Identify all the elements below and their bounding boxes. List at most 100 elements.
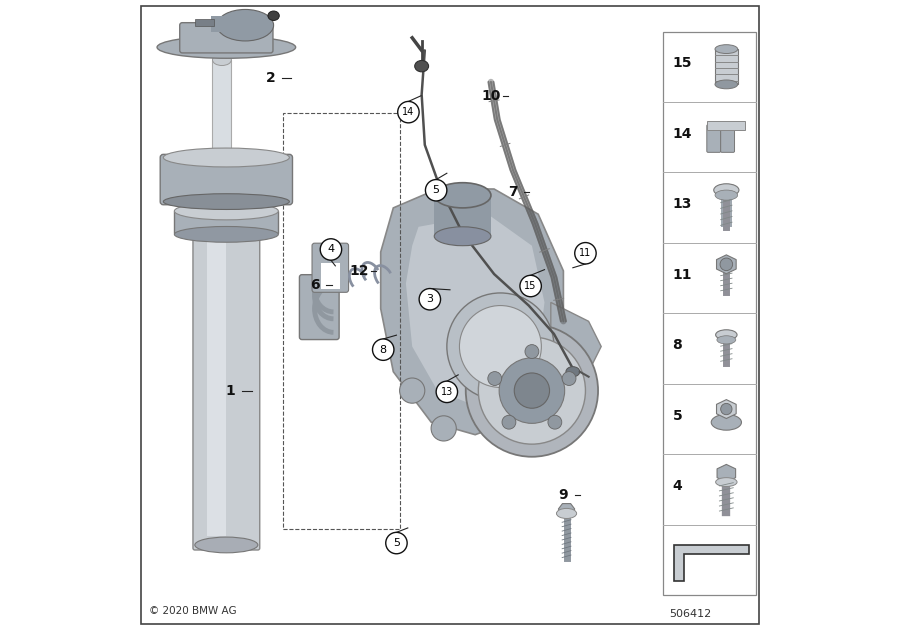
Text: 14: 14 bbox=[672, 127, 692, 140]
Text: 13: 13 bbox=[672, 197, 692, 211]
Circle shape bbox=[514, 373, 550, 408]
Text: 8: 8 bbox=[672, 338, 682, 352]
Ellipse shape bbox=[217, 9, 274, 41]
Bar bbox=[321, 263, 340, 289]
Circle shape bbox=[398, 101, 419, 123]
Text: 11: 11 bbox=[672, 268, 692, 282]
Ellipse shape bbox=[212, 54, 231, 66]
Bar bbox=[707, 121, 745, 130]
Ellipse shape bbox=[400, 378, 425, 403]
Ellipse shape bbox=[566, 367, 580, 377]
Circle shape bbox=[520, 275, 542, 297]
Polygon shape bbox=[406, 214, 544, 403]
Circle shape bbox=[525, 345, 539, 358]
Text: 14: 14 bbox=[402, 107, 415, 117]
Text: 4: 4 bbox=[672, 479, 682, 493]
Bar bbox=[283, 113, 400, 529]
Circle shape bbox=[460, 306, 542, 387]
Circle shape bbox=[548, 415, 562, 429]
Polygon shape bbox=[381, 189, 563, 435]
Text: 506412: 506412 bbox=[670, 609, 712, 619]
Circle shape bbox=[562, 372, 576, 386]
Text: 12: 12 bbox=[349, 264, 369, 278]
Polygon shape bbox=[674, 544, 749, 581]
Polygon shape bbox=[551, 302, 601, 372]
Bar bbox=[721, 339, 732, 362]
Text: 11: 11 bbox=[580, 248, 591, 258]
Circle shape bbox=[436, 381, 457, 403]
Text: 2: 2 bbox=[266, 71, 275, 85]
Circle shape bbox=[426, 180, 446, 201]
Circle shape bbox=[479, 337, 585, 444]
Circle shape bbox=[320, 239, 342, 260]
Text: 15: 15 bbox=[672, 56, 692, 70]
Text: 8: 8 bbox=[380, 345, 387, 355]
Polygon shape bbox=[558, 503, 575, 515]
Text: 1: 1 bbox=[226, 384, 236, 398]
Ellipse shape bbox=[714, 184, 739, 197]
Text: 7: 7 bbox=[508, 185, 518, 199]
FancyBboxPatch shape bbox=[721, 125, 734, 152]
Circle shape bbox=[575, 243, 596, 264]
FancyBboxPatch shape bbox=[193, 219, 260, 550]
Ellipse shape bbox=[715, 190, 738, 200]
Text: 3: 3 bbox=[427, 294, 433, 304]
Bar bbox=[211, 16, 252, 32]
Circle shape bbox=[488, 372, 501, 386]
Circle shape bbox=[466, 324, 598, 457]
Text: 5: 5 bbox=[433, 185, 439, 195]
Text: 5: 5 bbox=[672, 409, 682, 423]
FancyBboxPatch shape bbox=[180, 23, 273, 53]
Circle shape bbox=[373, 339, 394, 360]
Ellipse shape bbox=[715, 80, 738, 89]
Bar bbox=[663, 32, 756, 595]
Circle shape bbox=[447, 293, 554, 400]
Ellipse shape bbox=[431, 416, 456, 441]
Bar bbox=[434, 195, 491, 236]
FancyBboxPatch shape bbox=[300, 275, 339, 340]
Bar bbox=[175, 211, 278, 233]
Text: 4: 4 bbox=[328, 244, 335, 255]
Ellipse shape bbox=[195, 537, 258, 553]
Circle shape bbox=[720, 258, 733, 271]
Ellipse shape bbox=[434, 227, 491, 246]
Ellipse shape bbox=[716, 329, 737, 340]
Text: 5: 5 bbox=[393, 538, 400, 548]
Polygon shape bbox=[717, 464, 735, 482]
Text: 6: 6 bbox=[310, 278, 320, 292]
Circle shape bbox=[721, 403, 732, 415]
Ellipse shape bbox=[164, 194, 290, 209]
FancyBboxPatch shape bbox=[160, 154, 292, 205]
Text: 10: 10 bbox=[482, 89, 501, 103]
Polygon shape bbox=[716, 255, 736, 274]
Ellipse shape bbox=[715, 45, 738, 54]
Text: © 2020 BMW AG: © 2020 BMW AG bbox=[148, 606, 237, 616]
Ellipse shape bbox=[556, 508, 577, 518]
Ellipse shape bbox=[711, 415, 742, 430]
Bar bbox=[208, 233, 227, 536]
Ellipse shape bbox=[195, 213, 258, 229]
Ellipse shape bbox=[158, 36, 295, 58]
Ellipse shape bbox=[716, 478, 737, 486]
FancyBboxPatch shape bbox=[706, 125, 721, 152]
Circle shape bbox=[500, 358, 564, 423]
Ellipse shape bbox=[717, 336, 736, 344]
Ellipse shape bbox=[466, 359, 598, 422]
Text: 9: 9 bbox=[559, 488, 568, 501]
Ellipse shape bbox=[415, 60, 428, 72]
Text: 13: 13 bbox=[441, 387, 453, 397]
Polygon shape bbox=[716, 399, 736, 418]
Bar bbox=[721, 194, 732, 227]
Bar bbox=[195, 19, 214, 26]
Ellipse shape bbox=[164, 148, 290, 167]
Ellipse shape bbox=[268, 11, 279, 21]
Bar bbox=[212, 60, 231, 164]
Bar bbox=[195, 220, 204, 548]
Ellipse shape bbox=[434, 183, 491, 208]
FancyBboxPatch shape bbox=[312, 243, 348, 292]
Bar bbox=[715, 49, 738, 84]
Ellipse shape bbox=[175, 227, 278, 243]
Circle shape bbox=[386, 532, 407, 554]
Text: 15: 15 bbox=[525, 281, 536, 291]
Bar bbox=[721, 273, 732, 292]
